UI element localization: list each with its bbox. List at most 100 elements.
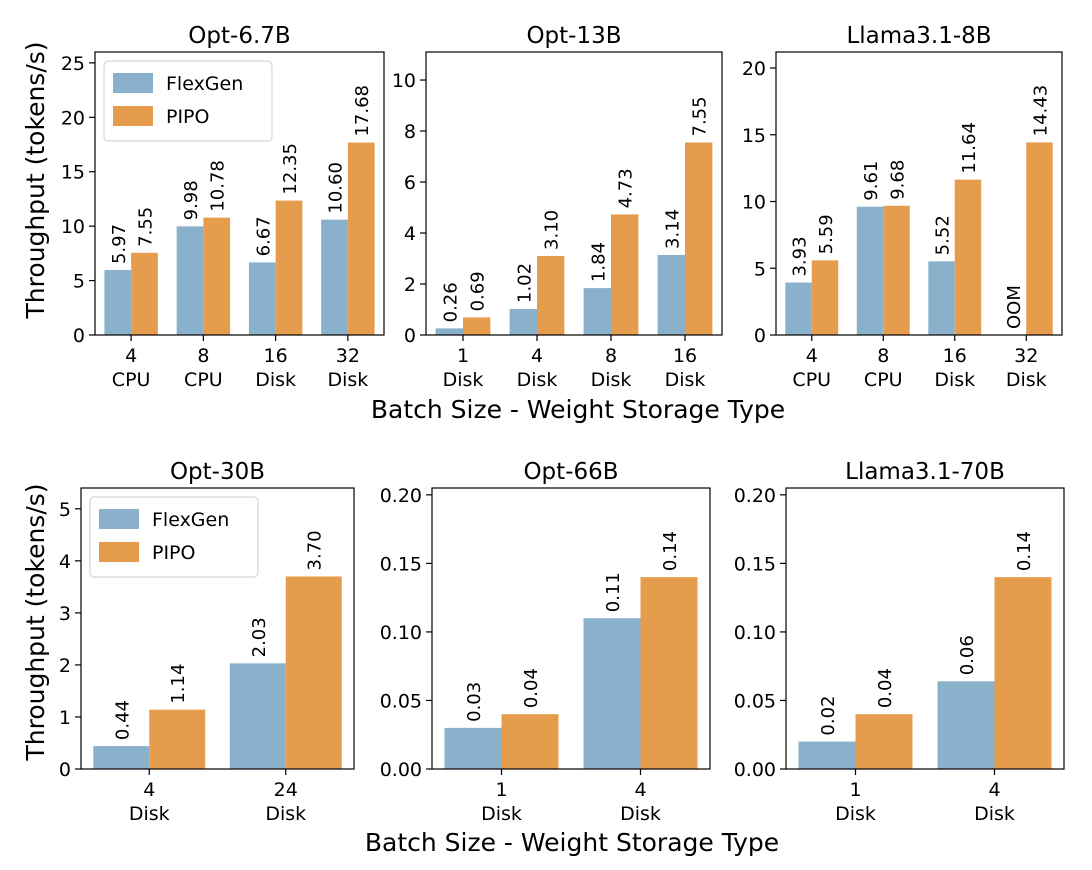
legend-swatch-flexgen [99,509,139,529]
value-label-flexgen: 3.14 [662,209,683,249]
bar-flexgen [657,254,685,335]
bar-pipo [347,142,375,335]
x-tick-label-storage: Disk [835,803,876,825]
y-tick-label: 20 [742,58,766,80]
bar-pipo [275,200,303,335]
y-tick-label: 0.20 [380,485,422,507]
y-tick-label: 0.15 [734,553,776,575]
bar-flexgen [176,226,204,335]
x-tick-label-batch: 4 [531,345,543,367]
value-label-flexgen: 0.06 [957,635,978,675]
y-tick-label: 10 [392,70,416,92]
bar-pipo [1026,142,1053,335]
bar-flexgen [583,618,641,769]
legend-swatch-pipo [99,542,139,562]
value-label-flexgen: 9.61 [861,161,882,201]
value-label-flexgen: OOM [1004,285,1025,329]
y-tick-label: 0 [754,325,766,347]
value-label-pipo: 10.78 [208,160,229,212]
x-tick-label-batch: 8 [877,345,889,367]
y-tick-label: 5 [59,499,71,521]
x-tick-label-batch: 8 [197,345,209,367]
x-tick-label-batch: 4 [806,345,818,367]
x-tick-label-batch: 16 [264,345,288,367]
bar-flexgen [104,270,132,335]
value-label-pipo: 3.70 [305,530,326,570]
bar-flexgen [583,288,611,335]
value-label-flexgen: 0.11 [603,572,624,612]
bar-pipo [811,260,839,335]
bar-flexgen [248,262,276,335]
axes-frame [775,51,1063,336]
x-tick-label-batch: 24 [274,779,298,801]
value-label-pipo: 0.14 [1014,531,1035,571]
y-tick-label: 5 [73,271,85,293]
panel-title: Opt-30B [170,459,265,485]
x-tick-label-storage: CPU [184,369,223,391]
x-axis-label-bottom: Batch Size - Weight Storage Type [365,828,779,857]
bar-pipo [537,255,565,335]
y-tick-label: 4 [404,223,416,245]
value-label-pipo: 0.14 [660,531,681,571]
bar-flexgen [785,282,812,335]
x-tick-label-storage: Disk [129,803,170,825]
y-tick-label: 0.00 [734,759,776,781]
bar-pipo [994,577,1052,769]
bar-flexgen [444,727,502,769]
bar-pipo [501,714,559,769]
y-axis-label-bottom: Throughput (tokens/s) [21,483,50,761]
value-label-flexgen: 0.02 [818,696,839,736]
x-tick-label-storage: CPU [112,369,151,391]
value-label-flexgen: 3.93 [790,236,811,276]
x-tick-label-storage: CPU [792,369,831,391]
value-label-pipo: 7.55 [690,96,711,136]
bar-pipo [954,179,982,335]
panel-title: Opt-66B [523,459,618,485]
y-tick-label: 1 [59,707,71,729]
x-tick-label-storage: Disk [255,369,296,391]
y-tick-label: 0.00 [380,759,422,781]
x-tick-label-batch: 16 [943,345,967,367]
bar-flexgen [937,681,995,769]
y-tick-label: 0.15 [380,553,422,575]
axes-frame [94,51,385,336]
y-tick-label: 20 [61,107,85,129]
y-tick-label: 2 [404,274,416,296]
y-tick-label: 0.05 [734,690,776,712]
x-tick-label-batch: 4 [988,779,1000,801]
legend-swatch-flexgen [113,73,153,93]
x-tick-label-storage: Disk [974,803,1015,825]
value-label-flexgen: 5.52 [933,215,954,255]
value-label-pipo: 5.59 [816,214,837,254]
panel-title: Opt-6.7B [188,23,290,49]
y-axis-label-top: Throughput (tokens/s) [21,41,50,319]
y-tick-label: 25 [61,53,85,75]
bar-flexgen [928,261,955,335]
bar-pipo [285,576,342,769]
bar-pipo [855,714,913,769]
bar-flexgen [435,328,463,335]
bar-pipo [131,252,158,335]
panel-title: Llama3.1-8B [846,23,991,49]
value-label-flexgen: 0.03 [464,682,485,722]
value-label-flexgen: 2.03 [249,617,270,657]
y-tick-label: 15 [61,162,85,184]
value-label-flexgen: 9.98 [181,180,202,220]
bar-flexgen [321,219,348,335]
y-tick-label: 0.05 [380,690,422,712]
x-tick-label-storage: Disk [620,803,661,825]
value-label-pipo: 17.68 [352,85,373,137]
panel-title: Opt-13B [526,23,621,49]
legend-swatch-pipo [113,106,153,126]
panel-5: Llama3.1-70B 0.00 0.05 0.10 0.15 0.20 0.02 0.04… [734,459,1065,825]
x-tick-label-batch: 4 [143,779,155,801]
y-tick-label: 5 [754,258,766,280]
bar-pipo [463,317,491,335]
x-tick-label-batch: 4 [125,345,137,367]
legend-label-pipo: PIPO [152,542,195,564]
y-tick-label: 0 [404,325,416,347]
value-label-pipo: 0.04 [875,668,896,708]
